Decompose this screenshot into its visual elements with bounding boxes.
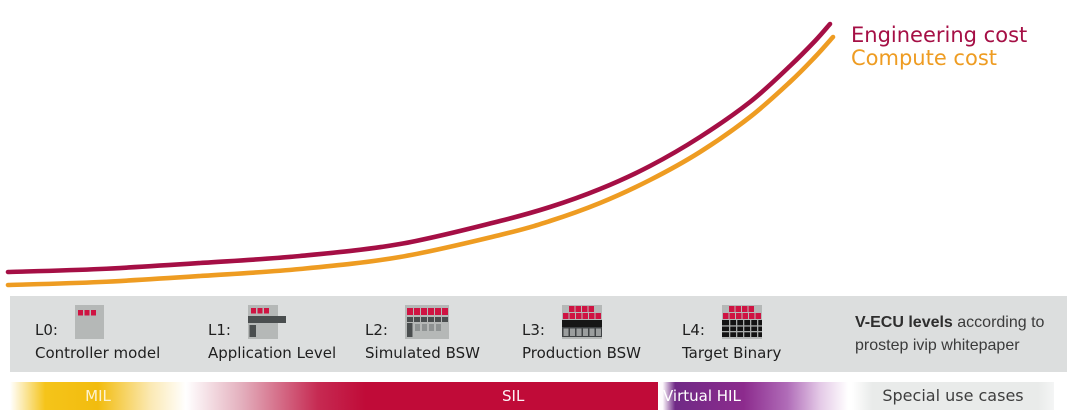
- curve-compute-cost: [5, 34, 836, 288]
- band-virtual-hil-label: Virtual HIL: [663, 387, 741, 405]
- level-l1-name: Application Level: [208, 344, 337, 362]
- level-l4: L4: Target Bina: [682, 303, 781, 365]
- band-special-use-cases: Special use cases: [852, 382, 1054, 410]
- level-l1-id: L1:: [208, 321, 231, 339]
- band-sil-label: SIL: [502, 387, 525, 405]
- vecu-levels-panel: L0: Controller model L1:: [10, 296, 1067, 372]
- target-binary-icon: [722, 305, 762, 339]
- level-l3-id: L3:: [522, 321, 545, 339]
- test-method-bands: MIL SIL Virtual HIL Special use cases: [0, 382, 1080, 410]
- level-l0: L0: Controller model: [35, 303, 160, 365]
- level-l1: L1: Application Level: [208, 303, 336, 365]
- level-l0-id: L0:: [35, 321, 58, 339]
- level-l3-name: Production BSW: [522, 344, 641, 362]
- band-virtual-hil: Virtual HIL: [658, 382, 848, 410]
- level-l3: L3: Production BSW: [522, 303, 641, 365]
- production-bsw-icon: [562, 305, 602, 339]
- band-sil: SIL: [186, 382, 658, 410]
- band-special-use-cases-label: Special use cases: [882, 386, 1024, 405]
- level-l2-name: Simulated BSW: [365, 344, 480, 362]
- simulated-bsw-icon: [405, 305, 449, 339]
- vecu-note-rest: according to: [952, 314, 1045, 331]
- band-mil: MIL: [10, 382, 186, 410]
- legend: Engineering cost Compute cost: [851, 24, 1027, 70]
- level-l2: L2: Simulated BSW: [365, 303, 480, 365]
- legend-compute-cost: Compute cost: [851, 46, 998, 70]
- vecu-levels-note: V-ECU levels according to prostep ivip w…: [855, 311, 1044, 357]
- level-l4-name: Target Binary: [682, 344, 782, 362]
- application-level-icon: [248, 305, 286, 339]
- level-l0-name: Controller model: [35, 344, 161, 362]
- level-l2-id: L2:: [365, 321, 388, 339]
- level-l4-id: L4:: [682, 321, 705, 339]
- controller-model-icon: [75, 305, 104, 339]
- band-mil-label: MIL: [85, 387, 111, 405]
- curve-engineering-cost: [5, 21, 833, 275]
- vecu-note-line2: prostep ivip whitepaper: [855, 337, 1020, 354]
- vecu-note-bold: V-ECU levels: [855, 314, 953, 331]
- legend-engineering-cost: Engineering cost: [851, 23, 1028, 47]
